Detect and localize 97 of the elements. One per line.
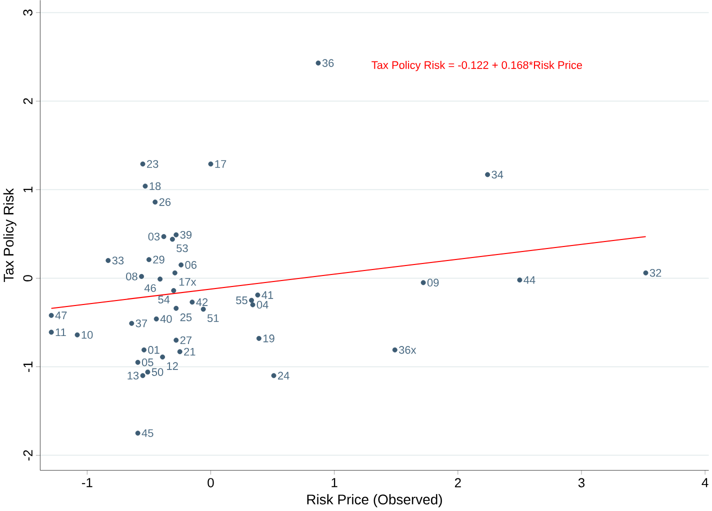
point bbox=[135, 360, 140, 366]
annotation: 40 bbox=[160, 315, 172, 324]
y-tick-label: -1 bbox=[23, 362, 32, 372]
x-tick-label: 4 bbox=[702, 478, 708, 488]
point bbox=[152, 200, 158, 205]
point bbox=[146, 257, 152, 262]
x-tick-label: 1 bbox=[332, 478, 338, 488]
annotation: 04 bbox=[256, 301, 268, 309]
annotation: 29 bbox=[153, 256, 164, 264]
point bbox=[106, 258, 111, 264]
point bbox=[142, 348, 146, 353]
point bbox=[154, 316, 159, 322]
point bbox=[174, 232, 179, 238]
point bbox=[160, 354, 166, 360]
annotation: 44 bbox=[524, 276, 536, 284]
point bbox=[135, 430, 140, 436]
y-tick-label: 2 bbox=[23, 98, 32, 104]
annotation: 37 bbox=[136, 320, 148, 328]
point bbox=[139, 274, 144, 280]
point bbox=[271, 373, 276, 378]
x-tick-label: 2 bbox=[454, 478, 461, 488]
point bbox=[485, 172, 490, 178]
point bbox=[177, 349, 182, 354]
annotation: 06 bbox=[185, 261, 196, 270]
point bbox=[48, 313, 54, 318]
point bbox=[200, 306, 206, 312]
point bbox=[142, 184, 148, 189]
annotation: 55 bbox=[236, 296, 248, 304]
annotation: 54 bbox=[158, 296, 170, 304]
annotation: 45 bbox=[142, 430, 154, 438]
annotation: 41 bbox=[262, 292, 274, 300]
point bbox=[392, 348, 398, 353]
annotation: 11 bbox=[56, 328, 66, 336]
point bbox=[161, 234, 166, 240]
annotation: 19 bbox=[263, 334, 274, 343]
x-tick-label: 3 bbox=[578, 478, 585, 488]
annotation: 25 bbox=[180, 314, 192, 322]
y-tick-label: -2 bbox=[23, 450, 32, 461]
point bbox=[172, 270, 178, 276]
point bbox=[48, 330, 54, 335]
x-axis-title: Risk Price (Observed) bbox=[307, 494, 442, 508]
point bbox=[74, 332, 80, 338]
point bbox=[208, 162, 214, 167]
point bbox=[171, 288, 176, 294]
point bbox=[420, 280, 426, 286]
point bbox=[643, 270, 648, 276]
annotation: 12 bbox=[167, 362, 178, 370]
point bbox=[174, 338, 179, 343]
annotation: 03 bbox=[148, 232, 160, 241]
annotation: 10 bbox=[82, 331, 93, 340]
point bbox=[517, 278, 522, 283]
point bbox=[129, 321, 134, 326]
annotation: 39 bbox=[180, 231, 192, 239]
annotation: 36x bbox=[398, 346, 416, 354]
annotation: 34 bbox=[492, 170, 504, 179]
annotation: 42 bbox=[196, 298, 208, 306]
annotation: 17 bbox=[215, 160, 226, 168]
annotation: 27 bbox=[180, 336, 192, 344]
annotation: 46 bbox=[144, 284, 156, 292]
point bbox=[158, 276, 163, 282]
point bbox=[256, 336, 262, 342]
point bbox=[145, 370, 150, 375]
annotation: 33 bbox=[112, 256, 124, 265]
annotation: 17x bbox=[179, 278, 196, 286]
annotation: 05 bbox=[142, 358, 154, 366]
point bbox=[178, 262, 184, 268]
point bbox=[174, 306, 179, 312]
point bbox=[250, 302, 256, 308]
annotation: 13 bbox=[128, 372, 139, 380]
y-axis-title: Tax Policy Risk bbox=[3, 188, 16, 282]
annotation: 26 bbox=[159, 198, 171, 206]
point bbox=[140, 162, 146, 167]
point bbox=[249, 298, 254, 304]
point bbox=[140, 373, 146, 378]
point bbox=[255, 292, 260, 298]
annotation: 23 bbox=[147, 160, 158, 168]
annotation: 50 bbox=[152, 368, 164, 376]
x-tick-label: 0 bbox=[208, 478, 214, 488]
y-tick-label: 0 bbox=[23, 275, 32, 282]
annotation: 24 bbox=[278, 372, 290, 380]
annotation: 53 bbox=[176, 244, 188, 252]
annotation: 36 bbox=[322, 59, 334, 68]
annotation: 21 bbox=[184, 348, 196, 356]
annotation: 47 bbox=[55, 312, 67, 320]
point bbox=[170, 236, 175, 242]
annotation: Tax Policy Risk = -0.122 + 0.168*Risk Price bbox=[372, 61, 582, 72]
annotation: 09 bbox=[427, 279, 439, 287]
x-tick-label: -1 bbox=[82, 478, 92, 488]
annotation: 51 bbox=[207, 314, 219, 322]
point bbox=[190, 300, 195, 305]
annotation: 32 bbox=[650, 269, 662, 278]
annotation: 18 bbox=[150, 182, 161, 190]
y-tick-label: 3 bbox=[23, 10, 32, 16]
annotation: 08 bbox=[126, 272, 138, 281]
annotation: 01 bbox=[148, 346, 160, 354]
point bbox=[316, 60, 321, 66]
y-tick-label: 1 bbox=[23, 186, 32, 193]
